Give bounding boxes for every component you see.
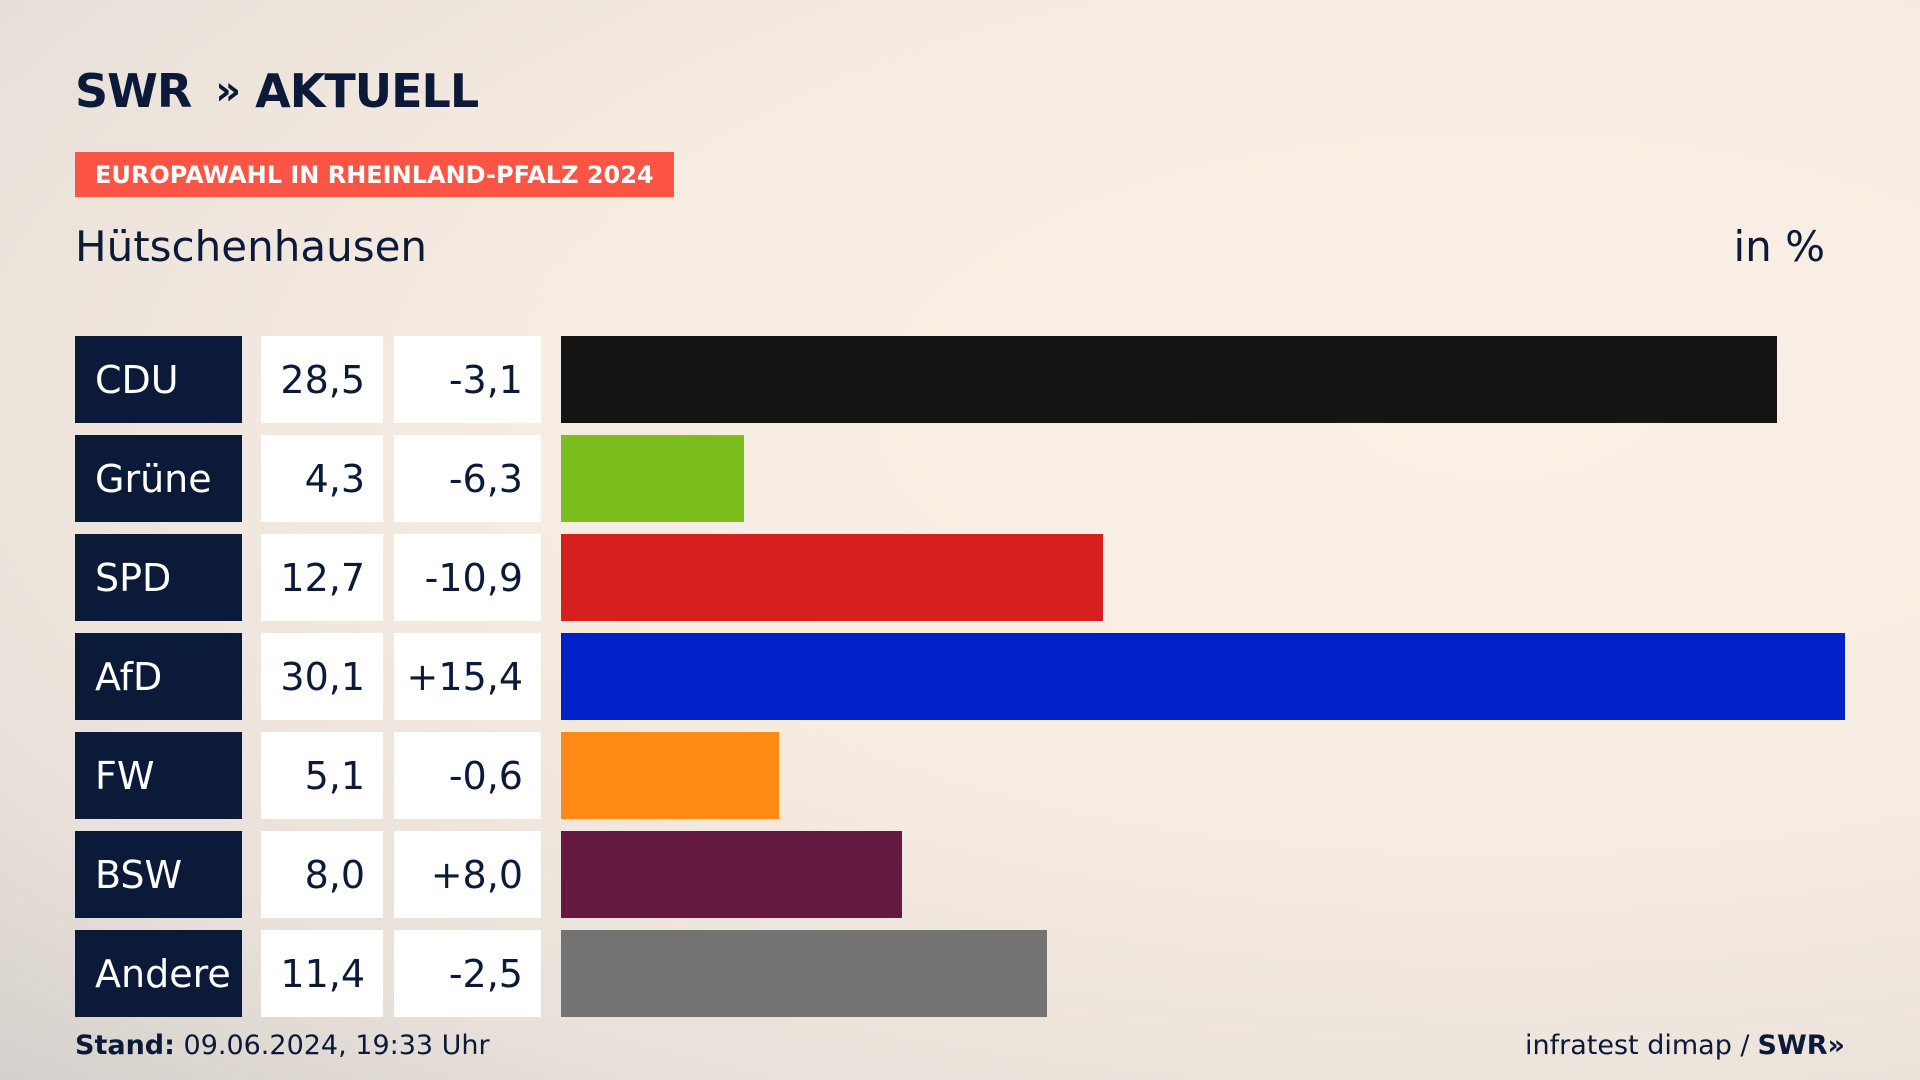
result-row: Andere 11,4 -2,5 (75, 930, 1845, 1017)
vote-change-label: -10,9 (394, 534, 541, 621)
logo-aktuell: AKTUELL (255, 64, 479, 118)
result-bar (561, 336, 1777, 423)
vote-change-label: -2,5 (394, 930, 541, 1017)
stand-label: Stand: (75, 1030, 175, 1061)
result-bar (561, 534, 1103, 621)
result-row: BSW 8,0 +8,0 (75, 831, 1845, 918)
vote-share-label: 28,5 (261, 336, 383, 423)
party-label: Grüne (75, 435, 242, 522)
vote-share-label: 11,4 (261, 930, 383, 1017)
vote-change-label: +15,4 (394, 633, 541, 720)
result-row: FW 5,1 -0,6 (75, 732, 1845, 819)
logo-chevrons-icon: » (215, 68, 241, 114)
vote-change-label: -6,3 (394, 435, 541, 522)
result-row: AfD 30,1 +15,4 (75, 633, 1845, 720)
vote-change-label: -0,6 (394, 732, 541, 819)
vote-change-label: -3,1 (394, 336, 541, 423)
party-label: FW (75, 732, 242, 819)
result-bar (561, 435, 745, 522)
logo-swr: SWR (75, 64, 192, 118)
source-credit: infratest dimap / SWR» (1525, 1030, 1845, 1061)
party-label: CDU (75, 336, 242, 423)
source-label: infratest dimap / (1525, 1030, 1750, 1061)
vote-share-label: 12,7 (261, 534, 383, 621)
result-bar (561, 633, 1845, 720)
place-title: Hütschenhausen (75, 222, 428, 271)
stand-value: 09.06.2024, 19:33 Uhr (183, 1030, 490, 1061)
party-label: AfD (75, 633, 242, 720)
vote-share-label: 30,1 (261, 633, 383, 720)
result-bar (561, 930, 1048, 1017)
party-label: BSW (75, 831, 242, 918)
result-bar (561, 831, 903, 918)
source-brand: SWR» (1757, 1030, 1845, 1061)
party-label: SPD (75, 534, 242, 621)
unit-label: in % (1733, 222, 1825, 271)
swr-aktuell-logo: SWR » AKTUELL (75, 64, 479, 118)
result-bar (561, 732, 779, 819)
result-row: SPD 12,7 -10,9 (75, 534, 1845, 621)
election-tag: EUROPAWAHL IN RHEINLAND-PFALZ 2024 (75, 152, 674, 197)
party-label: Andere (75, 930, 242, 1017)
vote-share-label: 5,1 (261, 732, 383, 819)
result-row: CDU 28,5 -3,1 (75, 336, 1845, 423)
vote-share-label: 4,3 (261, 435, 383, 522)
vote-share-label: 8,0 (261, 831, 383, 918)
result-row: Grüne 4,3 -6,3 (75, 435, 1845, 522)
timestamp: Stand: 09.06.2024, 19:33 Uhr (75, 1030, 490, 1061)
vote-change-label: +8,0 (394, 831, 541, 918)
